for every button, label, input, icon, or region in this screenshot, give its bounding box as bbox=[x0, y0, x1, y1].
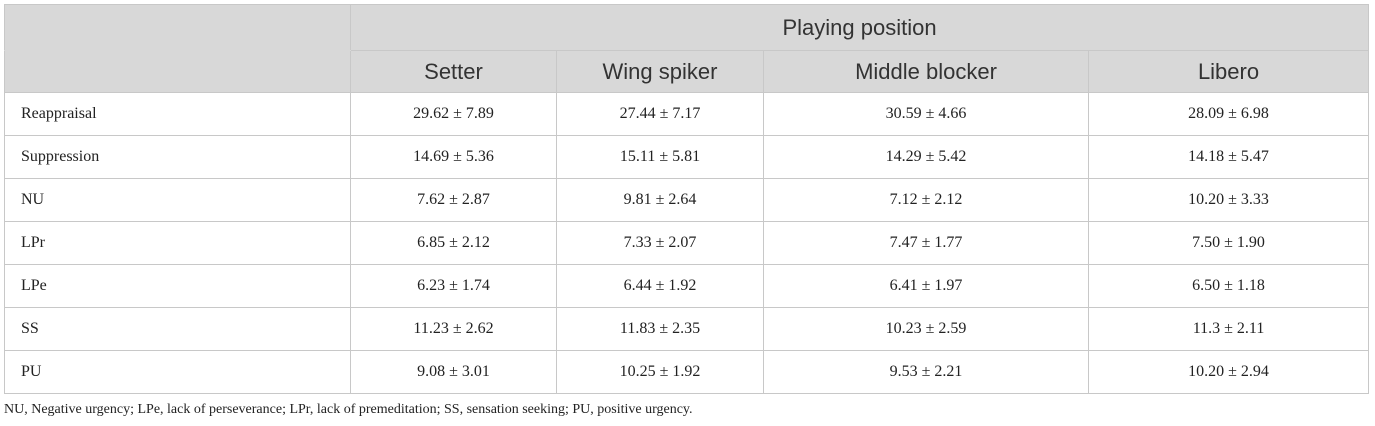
table-cell: 10.20 ± 2.94 bbox=[1087, 350, 1370, 394]
column-header-libero: Libero bbox=[1087, 50, 1370, 93]
table-cell: 9.53 ± 2.21 bbox=[763, 350, 1089, 394]
table-cell: 27.44 ± 7.17 bbox=[556, 92, 764, 136]
table-cell: 14.29 ± 5.42 bbox=[763, 135, 1089, 179]
column-header-middle-blocker: Middle blocker bbox=[763, 50, 1089, 93]
data-table: Playing position Setter Wing spiker Midd… bbox=[4, 4, 1370, 394]
table-cell: 10.23 ± 2.59 bbox=[763, 307, 1089, 351]
table-cell: 11.3 ± 2.11 bbox=[1087, 307, 1370, 351]
table-header: Playing position Setter Wing spiker Midd… bbox=[4, 4, 1370, 93]
table-cell: 10.25 ± 1.92 bbox=[556, 350, 764, 394]
table-cell: 10.20 ± 3.33 bbox=[1087, 178, 1370, 222]
row-label: Suppression bbox=[4, 135, 351, 179]
table-cell: 6.41 ± 1.97 bbox=[763, 264, 1089, 308]
table-footnote: NU, Negative urgency; LPe, lack of perse… bbox=[4, 402, 693, 417]
table-cell: 6.85 ± 2.12 bbox=[350, 221, 557, 265]
row-label: Reappraisal bbox=[4, 92, 351, 136]
table-cell: 7.33 ± 2.07 bbox=[556, 221, 764, 265]
table-cell: 15.11 ± 5.81 bbox=[556, 135, 764, 179]
row-label: SS bbox=[4, 307, 351, 351]
row-label: NU bbox=[4, 178, 351, 222]
table-body: Reappraisal 29.62 ± 7.89 27.44 ± 7.17 30.59… bbox=[4, 92, 1370, 394]
header-corner-cell bbox=[4, 4, 351, 51]
row-label: LPe bbox=[4, 264, 351, 308]
table-cell: 30.59 ± 4.66 bbox=[763, 92, 1089, 136]
table-cell: 29.62 ± 7.89 bbox=[350, 92, 557, 136]
row-label: LPr bbox=[4, 221, 351, 265]
table-cell: 7.12 ± 2.12 bbox=[763, 178, 1089, 222]
table-row: SS 11.23 ± 2.62 11.83 ± 2.35 10.23 ± 2.59 11… bbox=[4, 307, 1370, 351]
table-cell: 9.81 ± 2.64 bbox=[556, 178, 764, 222]
row-label: PU bbox=[4, 350, 351, 394]
table-row: Reappraisal 29.62 ± 7.89 27.44 ± 7.17 30.59… bbox=[4, 92, 1370, 136]
table-cell: 14.69 ± 5.36 bbox=[350, 135, 557, 179]
table-cell: 6.44 ± 1.92 bbox=[556, 264, 764, 308]
column-header-wing-spiker: Wing spiker bbox=[556, 50, 764, 93]
group-header: Playing position bbox=[349, 4, 1370, 51]
table-cell: 11.23 ± 2.62 bbox=[350, 307, 557, 351]
table-row: LPe 6.23 ± 1.74 6.44 ± 1.92 6.41 ± 1.97 6.50… bbox=[4, 264, 1370, 308]
table-row: NU 7.62 ± 2.87 9.81 ± 2.64 7.12 ± 2.12 10.20… bbox=[4, 178, 1370, 222]
table-cell: 7.50 ± 1.90 bbox=[1087, 221, 1370, 265]
table-cell: 14.18 ± 5.47 bbox=[1087, 135, 1370, 179]
table-row: Suppression 14.69 ± 5.36 15.11 ± 5.81 14.29… bbox=[4, 135, 1370, 179]
header-corner-cell-lower bbox=[4, 50, 351, 93]
column-header-setter: Setter bbox=[350, 50, 557, 93]
table-cell: 7.62 ± 2.87 bbox=[350, 178, 557, 222]
table-row: PU 9.08 ± 3.01 10.25 ± 1.92 9.53 ± 2.21 10.2… bbox=[4, 350, 1370, 394]
table-row: LPr 6.85 ± 2.12 7.33 ± 2.07 7.47 ± 1.77 7.50… bbox=[4, 221, 1370, 265]
table-cell: 7.47 ± 1.77 bbox=[763, 221, 1089, 265]
table-cell: 6.23 ± 1.74 bbox=[350, 264, 557, 308]
table-cell: 11.83 ± 2.35 bbox=[556, 307, 764, 351]
table-cell: 6.50 ± 1.18 bbox=[1087, 264, 1370, 308]
table-cell: 28.09 ± 6.98 bbox=[1087, 92, 1370, 136]
table-cell: 9.08 ± 3.01 bbox=[350, 350, 557, 394]
